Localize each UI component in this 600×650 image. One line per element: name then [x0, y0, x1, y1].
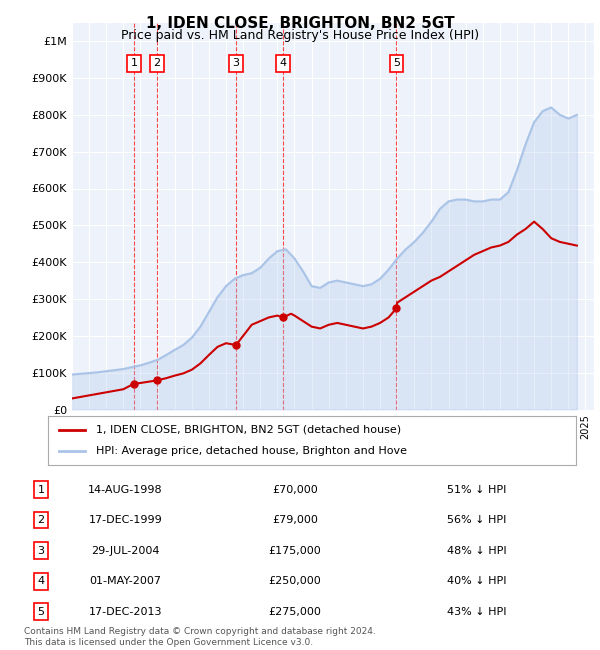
Text: £70,000: £70,000 [272, 485, 317, 495]
Text: 1: 1 [37, 485, 44, 495]
Text: 3: 3 [232, 58, 239, 68]
Text: £175,000: £175,000 [268, 546, 321, 556]
Text: Contains HM Land Registry data © Crown copyright and database right 2024.
This d: Contains HM Land Registry data © Crown c… [24, 627, 376, 647]
Text: 2: 2 [154, 58, 160, 68]
Text: £275,000: £275,000 [268, 607, 321, 617]
Text: 4: 4 [280, 58, 287, 68]
Text: 56% ↓ HPI: 56% ↓ HPI [447, 515, 506, 525]
Text: £250,000: £250,000 [268, 577, 321, 586]
Text: 5: 5 [37, 607, 44, 617]
Text: 5: 5 [393, 58, 400, 68]
Text: Price paid vs. HM Land Registry's House Price Index (HPI): Price paid vs. HM Land Registry's House … [121, 29, 479, 42]
Text: 14-AUG-1998: 14-AUG-1998 [88, 485, 163, 495]
Text: 1, IDEN CLOSE, BRIGHTON, BN2 5GT (detached house): 1, IDEN CLOSE, BRIGHTON, BN2 5GT (detach… [95, 424, 401, 435]
Text: 01-MAY-2007: 01-MAY-2007 [89, 577, 161, 586]
Text: 1: 1 [130, 58, 137, 68]
Text: 51% ↓ HPI: 51% ↓ HPI [447, 485, 506, 495]
Text: 4: 4 [37, 577, 44, 586]
Text: HPI: Average price, detached house, Brighton and Hove: HPI: Average price, detached house, Brig… [95, 446, 407, 456]
Text: 29-JUL-2004: 29-JUL-2004 [91, 546, 160, 556]
Text: 17-DEC-2013: 17-DEC-2013 [89, 607, 162, 617]
Text: 1, IDEN CLOSE, BRIGHTON, BN2 5GT: 1, IDEN CLOSE, BRIGHTON, BN2 5GT [146, 16, 454, 31]
Text: 48% ↓ HPI: 48% ↓ HPI [447, 546, 506, 556]
Text: 3: 3 [37, 546, 44, 556]
Text: 40% ↓ HPI: 40% ↓ HPI [447, 577, 506, 586]
Text: 2: 2 [37, 515, 44, 525]
Text: £79,000: £79,000 [272, 515, 317, 525]
Text: 43% ↓ HPI: 43% ↓ HPI [447, 607, 506, 617]
Text: 17-DEC-1999: 17-DEC-1999 [89, 515, 163, 525]
